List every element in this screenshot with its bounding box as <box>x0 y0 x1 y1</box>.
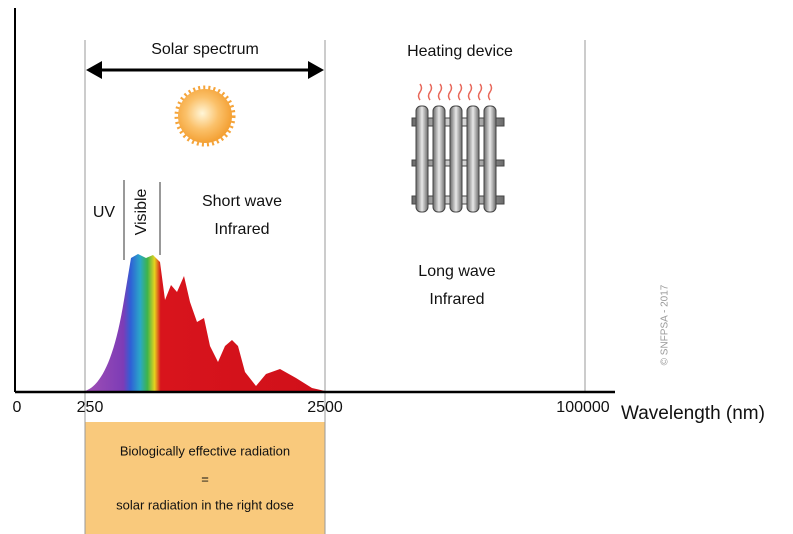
sun <box>178 89 232 143</box>
label: Long wave <box>418 263 495 280</box>
label: UV <box>93 204 116 221</box>
copyright: © SNFPSA - 2017 <box>660 284 671 365</box>
radiator <box>411 105 505 213</box>
x-tick-label: 2500 <box>307 399 343 416</box>
label: Visible <box>133 188 150 235</box>
label: Short wave <box>202 193 282 210</box>
box-line: solar radiation in the right dose <box>116 497 294 512</box>
sun-rays <box>174 85 236 147</box>
label: Infrared <box>429 291 484 308</box>
x-tick-label: 0 <box>13 399 22 416</box>
box-line: Biologically effective radiation <box>120 443 290 458</box>
label: Heating device <box>407 43 513 60</box>
label: Infrared <box>214 221 269 238</box>
x-tick-label: 100000 <box>556 399 609 416</box>
label: Solar spectrum <box>151 41 259 58</box>
highlight-box <box>85 422 325 534</box>
box-line: = <box>201 471 209 486</box>
heat-waves <box>417 83 493 101</box>
x-tick-label: 250 <box>77 399 104 416</box>
solar-spectrum-curve <box>85 254 325 391</box>
x-axis-label: Wavelength (nm) <box>621 403 765 424</box>
